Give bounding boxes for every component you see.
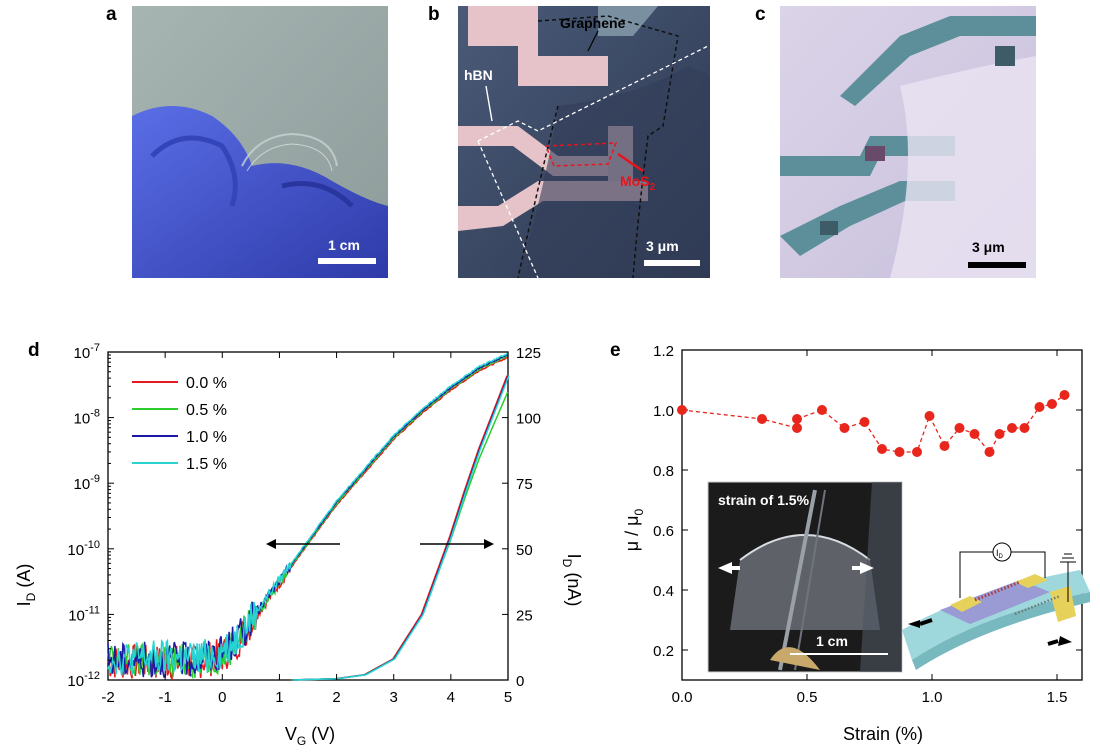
- plot-frame: [681, 349, 1083, 681]
- y-left-tick-label: 10-7: [74, 342, 100, 362]
- y-right-tick-label: 0: [516, 673, 524, 690]
- data-point: [1007, 423, 1017, 433]
- data-point: [839, 423, 850, 433]
- plot-frame: [107, 351, 509, 681]
- y-tick-label: 0.6: [653, 523, 674, 540]
- panel-letter-c: c: [755, 4, 766, 25]
- x-tick-label: -1: [158, 689, 171, 706]
- y-tick-label: 1.0: [653, 403, 674, 420]
- y-tick-label: 0.4: [653, 583, 674, 600]
- x-tick-label: 1.5: [1047, 689, 1068, 706]
- legend-label: 0.5 %: [186, 402, 227, 419]
- label-graphene: Graphene: [560, 15, 626, 31]
- schematic-current-label: ID: [996, 548, 1004, 560]
- y-right-tick-label: 50: [516, 542, 533, 559]
- data-point: [1034, 402, 1045, 412]
- panel-letter-d: d: [28, 340, 40, 361]
- scale-bar-label: 3 μm: [972, 239, 1005, 255]
- y-right-tick-label: 125: [516, 345, 541, 362]
- inset-photo-bent-device: strain of 1.5% 1 cm: [707, 481, 903, 673]
- data-point: [1047, 399, 1057, 409]
- y-right-tick-label: 25: [516, 607, 533, 624]
- y-left-tick-label: 10-8: [74, 408, 100, 428]
- x-tick-label: 0.5: [797, 689, 818, 706]
- legend-label: 1.0 %: [186, 429, 227, 446]
- data-point: [894, 447, 905, 457]
- series-log-1: [107, 355, 509, 680]
- x-tick-label: 2: [332, 689, 340, 706]
- data-point: [924, 411, 935, 421]
- data-point: [984, 447, 995, 457]
- y-left-axis-label: ID (A): [14, 564, 38, 607]
- scale-bar: [318, 258, 376, 264]
- series-linear-1: [290, 391, 509, 681]
- x-axis-label: VG (V): [285, 724, 335, 748]
- series-log-0: [107, 356, 509, 681]
- legend-label: 0.0 %: [186, 375, 227, 392]
- y-left-tick-label: 10-11: [68, 604, 100, 624]
- series-linear-0: [289, 375, 508, 681]
- data-point: [817, 405, 827, 415]
- series-linear-2: [291, 375, 509, 681]
- legend-label: 1.5 %: [186, 456, 227, 473]
- x-tick-label: -2: [101, 689, 114, 706]
- x-tick-label: 3: [390, 689, 398, 706]
- panel-letter-a: a: [106, 4, 117, 25]
- series-log-2: [107, 354, 509, 678]
- scale-bar-label: 1 cm: [328, 237, 360, 253]
- x-tick-label: 0: [218, 689, 226, 706]
- x-tick-label: 1: [275, 689, 283, 706]
- scale-bar-label: 3 μm: [646, 238, 679, 254]
- chart-mobility-vs-strain: 0.0 0.5 1.0 1.5 0.2 0.4 0.6 0.8 1.0 1.2 μ / μ0 St…: [622, 343, 1090, 744]
- data-point: [954, 423, 965, 433]
- data-point: [1059, 390, 1070, 400]
- data-point: [859, 417, 870, 427]
- series-log-3: [107, 352, 509, 676]
- x-tick-label: 4: [447, 689, 455, 706]
- label-mos2: MoS2: [620, 173, 656, 193]
- y-right-tick-label: 100: [516, 411, 541, 428]
- series-linear-3: [291, 375, 510, 681]
- data-point: [677, 405, 687, 415]
- y-tick-label: 1.2: [653, 343, 674, 360]
- data-point: [1019, 423, 1030, 433]
- series-line: [681, 394, 1065, 454]
- data-point: [994, 429, 1005, 439]
- x-tick-label: 0.0: [672, 689, 693, 706]
- data-point: [939, 441, 950, 451]
- data-point: [877, 444, 887, 454]
- micrograph-transparent-device: 3 μm: [780, 6, 1036, 278]
- x-axis-label: Strain (%): [843, 724, 923, 744]
- micrograph-device: Graphene hBN MoS2 3 μm: [458, 6, 710, 278]
- y-left-tick-label: 10-10: [67, 539, 100, 559]
- y-left-tick-label: 10-9: [74, 473, 100, 493]
- data-point: [757, 414, 767, 424]
- data-point: [792, 423, 802, 433]
- x-tick-label: 1.0: [922, 689, 943, 706]
- y-left-tick-label: 10-12: [67, 670, 100, 690]
- y-axis-label: μ / μ0: [622, 508, 646, 551]
- inset-title: strain of 1.5%: [718, 492, 810, 508]
- y-tick-label: 0.8: [653, 463, 674, 480]
- y-tick-label: 0.2: [653, 643, 674, 660]
- scale-bar: [644, 260, 700, 266]
- data-point: [792, 414, 802, 424]
- x-tick-label: 5: [504, 689, 512, 706]
- label-hbn: hBN: [464, 67, 493, 83]
- y-right-axis-label: ID (nA): [560, 554, 584, 607]
- panel-letter-b: b: [428, 4, 440, 25]
- device-schematic: ID: [902, 542, 1090, 670]
- photo-flexible-device: 1 cm: [132, 6, 388, 278]
- scale-bar: [968, 262, 1026, 268]
- data-point: [912, 447, 922, 457]
- chart-transfer-curves: -2 -1 0 1 2 3 4 5 10-12 10-11 10-10 10-9 10-8 10-7 0 25…: [14, 342, 584, 748]
- y-right-tick-label: 75: [516, 476, 533, 493]
- panel-letter-e: e: [610, 340, 621, 361]
- data-point: [969, 429, 980, 439]
- inset-scale-label: 1 cm: [816, 633, 848, 649]
